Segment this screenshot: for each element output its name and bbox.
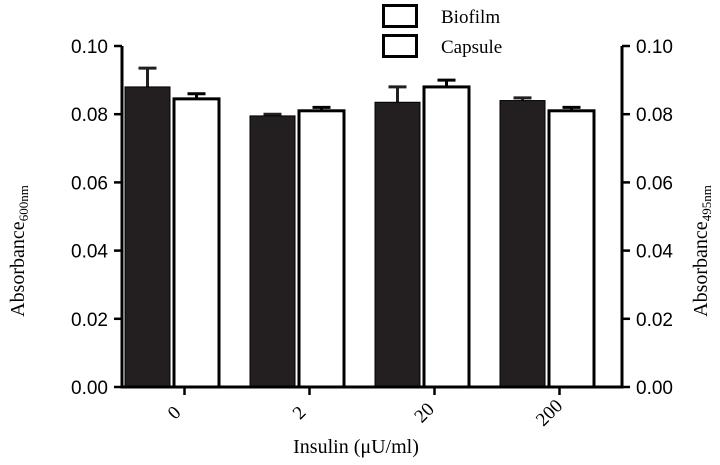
y-tick-label-right-2: 0.04 — [636, 242, 673, 263]
bar-capsule-2 — [422, 85, 471, 389]
bar-biofilm-3 — [499, 100, 546, 388]
y-tick-label-left-5: 0.10 — [71, 37, 108, 58]
y-axis-title-left-main: Absorbance — [7, 221, 29, 317]
y-tick-label-right-1: 0.02 — [636, 310, 673, 331]
bar-biofilm-1 — [249, 115, 296, 388]
x-tick-label-1: 2 — [289, 402, 311, 424]
bar-capsule-0 — [172, 97, 221, 389]
y-tick-label-right-4: 0.08 — [636, 105, 673, 126]
y-axis-title-right-sub: 495nm — [699, 185, 714, 221]
y-tick-label-right-3: 0.06 — [636, 173, 673, 194]
legend-swatch-capsule — [382, 34, 418, 58]
y-tick-label-left-1: 0.02 — [71, 310, 108, 331]
y-tick-label-left-4: 0.08 — [71, 105, 108, 126]
y-tick-label-right-5: 0.10 — [636, 37, 673, 58]
y-tick-label-left-0: 0.00 — [71, 378, 108, 399]
x-tick-label-2: 20 — [410, 399, 438, 427]
x-axis-title: Insulin (μU/ml) — [293, 436, 419, 458]
legend-label-biofilm: Biofilm — [441, 7, 500, 28]
bar-capsule-1 — [297, 109, 346, 389]
y-axis-title-left: Absorbance600nm — [7, 185, 31, 317]
legend-label-capsule: Capsule — [441, 37, 502, 58]
x-tick-label-0: 0 — [164, 402, 186, 424]
bar-capsule-3 — [547, 109, 596, 389]
y-tick-label-left-2: 0.04 — [71, 242, 108, 263]
bar-biofilm-2 — [374, 101, 421, 388]
y-tick-label-left-3: 0.06 — [71, 173, 108, 194]
y-axis-title-left-sub: 600nm — [16, 185, 31, 221]
legend: Biofilm Capsule — [382, 4, 502, 58]
x-tick-label-3: 200 — [532, 396, 567, 431]
legend-swatch-biofilm — [382, 4, 418, 28]
y-tick-label-right-0: 0.00 — [636, 378, 673, 399]
y-axis-title-right: Absorbance495nm — [690, 185, 714, 317]
y-axis-title-right-main: Absorbance — [690, 221, 712, 317]
bars-group — [124, 66, 596, 389]
bar-biofilm-0 — [124, 86, 171, 388]
